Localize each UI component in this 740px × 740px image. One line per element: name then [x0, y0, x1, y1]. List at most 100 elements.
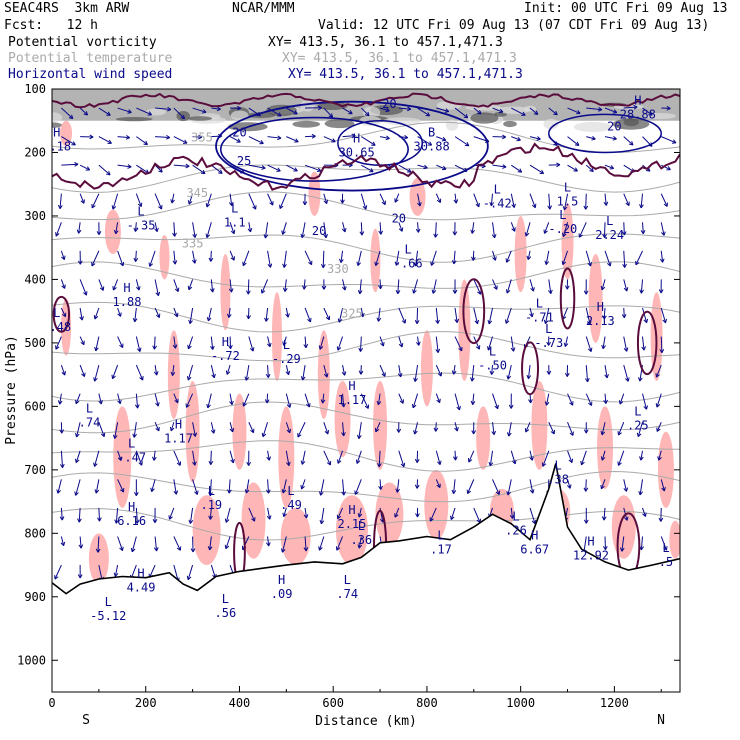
wind-vector	[342, 222, 346, 233]
wind-vector	[510, 507, 513, 519]
wind-vector-head	[600, 430, 606, 436]
wind-vector-head	[74, 458, 80, 464]
wind-vector	[417, 164, 428, 169]
extremum-marker: L	[137, 205, 144, 219]
wind-vector-head	[623, 287, 629, 292]
wind-vector-head	[280, 548, 286, 553]
wind-vector-head	[635, 260, 640, 266]
wind-vector-head	[260, 289, 266, 294]
wind-vector	[225, 536, 231, 549]
wind-vector	[323, 136, 336, 143]
wind-vector	[60, 307, 66, 317]
wind-vector	[473, 307, 478, 324]
wind-vector-head	[281, 230, 286, 235]
wind-vector-head	[74, 491, 79, 496]
wind-vector	[173, 393, 179, 404]
wind-vector-head	[663, 202, 668, 207]
wind-vector-head	[395, 488, 401, 493]
wind-vector-head	[303, 514, 309, 519]
wind-vector	[135, 507, 138, 524]
wind-vector-head	[78, 544, 84, 549]
wind-vector-head	[100, 432, 106, 438]
extremum-marker: L	[53, 306, 60, 320]
wind-vector-head	[423, 164, 428, 170]
wind-vector-head	[436, 398, 441, 404]
wind-vector	[117, 164, 132, 168]
wind-vector	[265, 307, 269, 322]
wind-vector-head	[168, 515, 173, 520]
wind-vector-head	[470, 400, 476, 405]
wind-vector	[529, 193, 536, 208]
wind-vector	[545, 393, 550, 406]
wind-vector	[473, 279, 482, 295]
pv-fill-streak	[220, 254, 231, 331]
wind-vector	[661, 164, 671, 171]
x-tick-label: 1200	[600, 696, 629, 710]
wind-vector	[323, 193, 328, 204]
wind-vector	[604, 393, 607, 404]
wind-vector	[225, 507, 231, 523]
wind-vector	[450, 507, 456, 520]
wind-vector	[229, 393, 233, 405]
wind-vector	[267, 164, 281, 172]
wind-vector-head	[573, 167, 578, 172]
wind-vector	[283, 250, 287, 268]
wind-vector-head	[587, 320, 592, 325]
wind-vector-head	[60, 541, 66, 547]
wind-vector-head	[604, 374, 609, 379]
pv-shade-patch	[292, 120, 321, 128]
wind-vector	[79, 307, 83, 321]
wind-vector-head	[467, 458, 473, 463]
wind-vector	[473, 507, 481, 523]
wind-vector-head	[602, 233, 607, 238]
wind-vector-head	[569, 401, 574, 406]
extremum-marker: H	[222, 335, 229, 349]
extremum-marker: L	[105, 595, 112, 609]
wind-vector	[242, 250, 250, 266]
wind-vector	[567, 479, 571, 489]
wind-vector-head	[328, 113, 334, 118]
wind-vector	[508, 422, 512, 437]
wind-vector-head	[397, 372, 403, 378]
wind-vector-head	[524, 232, 530, 237]
wind-vector-head	[489, 370, 495, 375]
wind-vector	[131, 536, 137, 553]
wind-vector	[304, 536, 307, 552]
wind-vector-head	[541, 462, 547, 467]
wind-vector-head	[261, 165, 266, 170]
wind-vector-head	[415, 228, 421, 233]
wind-vector-head	[244, 376, 250, 381]
wind-vector	[337, 450, 344, 464]
wind-vector	[301, 222, 306, 238]
wind-vector	[135, 250, 137, 262]
wind-vector	[642, 107, 653, 116]
wind-vector-head	[99, 286, 105, 291]
theta-contour-label: 335	[182, 237, 204, 251]
wind-vector	[637, 422, 643, 437]
extremum-value: 28.88	[620, 108, 656, 122]
wind-vector	[281, 536, 287, 553]
wind-vector-head	[335, 546, 341, 551]
extremum-marker: L	[555, 459, 562, 473]
wind-vector-head	[435, 319, 440, 324]
x-tick-label: 0	[48, 696, 55, 710]
wind-vector	[117, 336, 124, 348]
wind-vector-head	[226, 489, 232, 494]
wind-vector	[209, 536, 212, 551]
wind-vector	[285, 450, 290, 466]
wind-vector-head	[282, 287, 288, 292]
wind-vector-head	[487, 319, 493, 325]
wind-vector-head	[277, 112, 282, 117]
wind-vector	[337, 507, 344, 519]
wind-vector-head	[658, 289, 664, 294]
wind-vector-head	[380, 342, 385, 347]
wind-vector	[655, 364, 662, 378]
wind-vector	[623, 136, 634, 146]
pv-shade-patch	[115, 117, 153, 122]
y-tick-label: 400	[24, 272, 46, 286]
wind-vector	[57, 479, 62, 494]
wind-vector-head	[583, 487, 589, 492]
wind-vector	[417, 336, 420, 346]
wind-vector	[117, 393, 121, 404]
wind-vector	[453, 479, 456, 494]
